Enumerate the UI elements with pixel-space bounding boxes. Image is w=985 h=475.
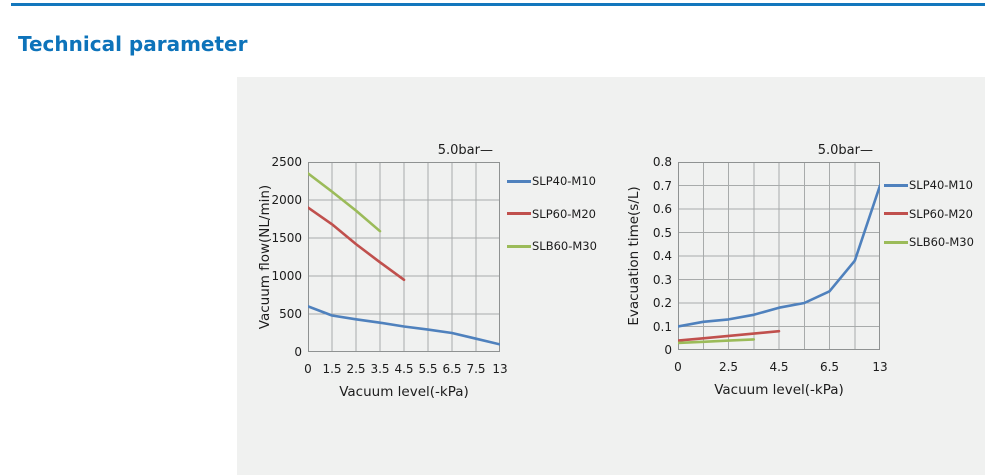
- y-tick-label: 0: [664, 343, 672, 357]
- legend-item: SLP40-M10: [507, 173, 596, 189]
- y-tick-label: 0.7: [652, 178, 672, 193]
- legend-item: SLB60-M30: [507, 238, 597, 254]
- series-line-SLP60-M20: [678, 329, 781, 342]
- x-tick-label: 0: [304, 362, 312, 376]
- legend-swatch: [884, 212, 908, 215]
- x-tick-label: 7.5: [466, 362, 486, 376]
- legend-label: SLP60-M20: [909, 206, 973, 221]
- series-line-SLP40-M10: [678, 184, 880, 328]
- plot-area: [678, 162, 880, 350]
- legend-swatch: [507, 212, 531, 215]
- grid-lines: [308, 162, 500, 352]
- x-tick-label: 6.5: [442, 362, 462, 376]
- legend-item: SLP60-M20: [884, 206, 973, 222]
- series-line-SLP40-M10: [308, 305, 500, 346]
- x-tick-label: 13: [492, 362, 508, 376]
- legend-swatch: [507, 179, 531, 183]
- evacuation-time-chart: 5.0bar— Evacuation time(s/L) Vacuum level(…: [626, 143, 974, 398]
- y-tick-label: 0.8: [652, 155, 672, 169]
- x-tick-label: 3.5: [370, 362, 390, 376]
- top-divider: [11, 3, 985, 6]
- y-tick-label: 2000: [271, 193, 302, 207]
- y-tick-label: 0.1: [652, 319, 672, 334]
- legend-item: SLP40-M10: [884, 177, 973, 193]
- legend-swatch: [884, 240, 908, 244]
- y-tick-label: 2500: [271, 155, 302, 169]
- y-tick-label: 500: [279, 307, 302, 321]
- x-tick-label: 0: [674, 360, 682, 374]
- legend-label: SLP60-M20: [532, 206, 596, 221]
- page-title: Technical parameter: [18, 32, 248, 56]
- charts-panel: 5.0bar— Vacuum flow(NL/min) Vacuum level(-…: [237, 77, 985, 475]
- y-tick-label: 0.2: [652, 296, 672, 310]
- legend-label: SLB60-M30: [909, 235, 974, 249]
- y-tick-label: 1500: [271, 231, 302, 245]
- y-tick-label: 0.6: [652, 202, 672, 216]
- chart-title: 5.0bar—: [817, 143, 873, 158]
- x-axis-label: Vacuum level(-kPa): [714, 382, 844, 398]
- series-line-SLB60-M30: [678, 338, 756, 345]
- plot-border: [308, 162, 500, 352]
- x-tick-label: 2.5: [718, 360, 739, 374]
- x-tick-label: 1.5: [322, 362, 342, 376]
- plot-border: [678, 162, 880, 350]
- y-tick-label: 0.5: [652, 225, 672, 240]
- y-tick-label: 0: [294, 345, 302, 359]
- legend-label: SLB60-M30: [532, 239, 597, 253]
- x-axis-label: Vacuum level(-kPa): [339, 384, 469, 400]
- legend-swatch: [884, 183, 908, 187]
- x-tick-label: 2.5: [346, 362, 366, 376]
- legend-label: SLP40-M10: [532, 174, 596, 188]
- legend-label: SLP40-M10: [909, 178, 973, 192]
- x-tick-label: 4.5: [394, 362, 414, 376]
- plot-area: [308, 162, 500, 352]
- y-tick-label: 0.4: [652, 249, 672, 263]
- x-tick-label: 13: [872, 360, 888, 374]
- legend-item: SLB60-M30: [884, 234, 974, 250]
- x-tick-label: 6.5: [819, 360, 840, 374]
- x-tick-label: 4.5: [769, 360, 789, 374]
- series-line-SLP60-M20: [308, 206, 406, 282]
- legend-swatch: [507, 244, 531, 248]
- grid-lines: [678, 162, 880, 350]
- y-tick-label: 1000: [271, 269, 302, 283]
- series-line-SLB60-M30: [308, 172, 382, 233]
- legend-item: SLP60-M20: [507, 206, 596, 222]
- chart-title: 5.0bar—: [437, 143, 493, 158]
- vacuum-flow-chart: 5.0bar— Vacuum flow(NL/min) Vacuum level(-…: [257, 143, 597, 400]
- x-tick-label: 5.5: [418, 362, 438, 376]
- y-tick-label: 0.3: [652, 272, 672, 287]
